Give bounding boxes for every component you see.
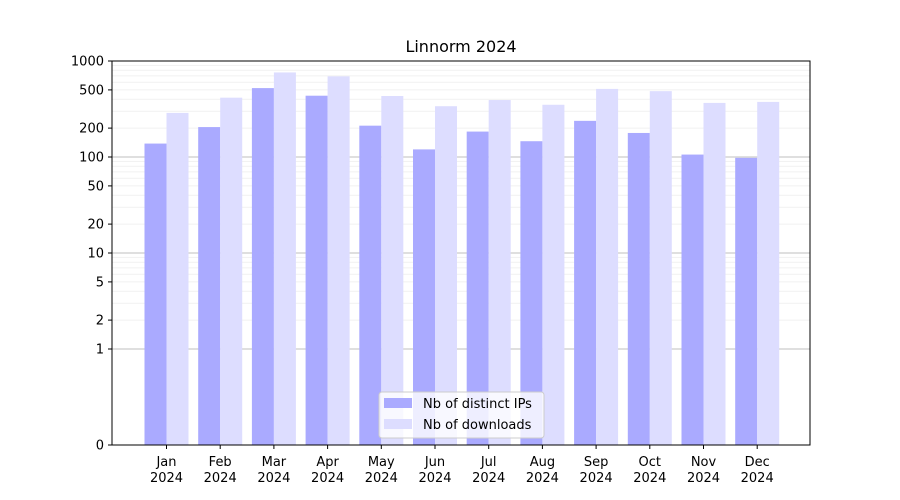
x-tick-label-month: Jun [424,455,445,470]
bar-distinct-ips [359,125,382,446]
legend-label-distinct-ips: Nb of distinct IPs [423,397,532,412]
x-tick-label-month: Dec [745,455,770,470]
y-tick-label: 10 [87,247,104,262]
y-tick-label: 5 [96,275,104,290]
bar-downloads [220,97,243,445]
y-tick-label: 1 [96,343,104,358]
legend-swatch-distinct-ips [384,398,412,408]
x-tick-label-month: Mar [262,455,287,470]
x-tick-label-year: 2024 [526,471,559,486]
x-tick-label-year: 2024 [257,471,290,486]
x-tick-label-month: Jul [480,455,497,470]
legend-label-downloads: Nb of downloads [423,418,532,433]
x-tick-label-year: 2024 [418,471,451,486]
chart-title: Linnorm 2024 [405,37,516,56]
y-tick-label: 0 [96,439,104,454]
x-tick-label-month: Jan [155,455,176,470]
bar-distinct-ips [144,143,167,446]
x-tick-label-month: Oct [639,455,661,470]
bar-downloads [703,102,726,445]
y-tick-label: 1000 [71,55,104,70]
x-tick-label-year: 2024 [150,471,183,486]
bar-distinct-ips [198,127,221,446]
x-tick-label-month: Nov [691,455,717,470]
y-axis: 0 1 2 5 10 20 50 100 200 500 1000 [71,55,112,454]
bar-downloads [166,112,189,446]
x-tick-label-month: Feb [209,455,232,470]
x-tick-label-year: 2024 [472,471,505,486]
bar-downloads [381,95,404,445]
bar-distinct-ips [681,154,704,446]
x-tick-label-year: 2024 [741,471,774,486]
x-tick-label-month: May [368,455,395,470]
bars [144,72,780,446]
x-tick-label-year: 2024 [365,471,398,486]
bar-distinct-ips [251,88,274,445]
bar-distinct-ips [520,141,543,446]
legend-box [378,391,545,439]
y-tick-label: 100 [79,151,104,166]
bar-distinct-ips [574,120,597,446]
bar-downloads [488,100,511,445]
bar-downloads [327,76,350,445]
bar-distinct-ips [627,132,650,445]
x-tick-label-year: 2024 [311,471,344,486]
bar-downloads [542,104,565,445]
x-tick-label-month: Aug [530,455,555,470]
bar-distinct-ips [413,149,435,445]
bar-distinct-ips [305,95,328,446]
bar-downloads [649,91,672,445]
x-tick-label-year: 2024 [633,471,666,486]
x-axis: Jan2024Feb2024Mar2024Apr2024May2024Jun20… [150,445,774,486]
bar-distinct-ips [466,131,489,445]
y-tick-label: 500 [79,83,104,98]
y-tick-label: 200 [79,122,104,137]
bar-downloads [596,88,619,445]
x-tick-label-month: Apr [316,455,339,470]
bar-downloads [273,72,296,445]
x-tick-label-year: 2024 [204,471,237,486]
x-tick-label-year: 2024 [687,471,720,486]
y-tick-label: 50 [87,179,104,194]
legend: Nb of distinct IPs Nb of downloads [378,391,545,439]
x-tick-label-year: 2024 [580,471,613,486]
bar-downloads [757,101,780,445]
x-tick-label-month: Sep [584,455,609,470]
bar-downloads [435,106,457,445]
y-tick-label: 2 [96,314,104,329]
y-tick-label: 20 [87,218,104,233]
legend-swatch-downloads [384,419,412,429]
bar-distinct-ips [735,157,758,446]
